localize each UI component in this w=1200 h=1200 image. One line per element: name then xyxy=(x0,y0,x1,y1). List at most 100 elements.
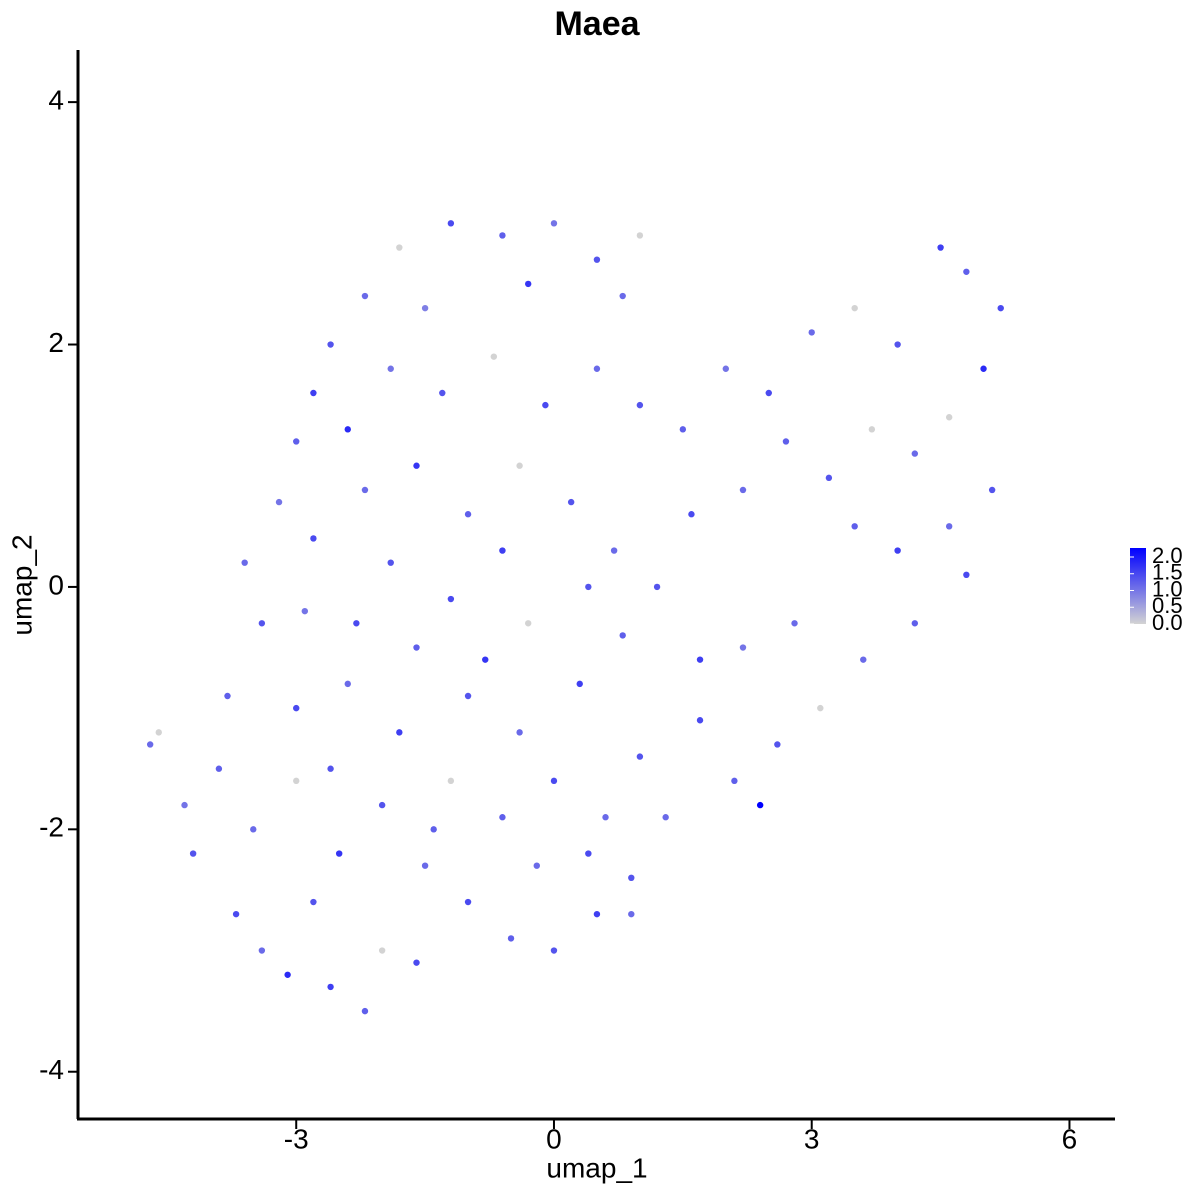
point xyxy=(421,862,429,869)
point xyxy=(945,414,953,421)
point xyxy=(250,826,257,833)
point xyxy=(782,438,790,445)
point xyxy=(722,365,730,372)
point xyxy=(739,486,747,494)
point xyxy=(464,692,472,700)
chart-title: Maea xyxy=(554,5,640,43)
point xyxy=(387,365,394,372)
point xyxy=(241,559,248,566)
point xyxy=(413,644,420,651)
point xyxy=(447,595,455,603)
point xyxy=(825,474,833,482)
point xyxy=(851,304,858,312)
point xyxy=(421,304,429,312)
point xyxy=(490,353,498,360)
point xyxy=(275,498,283,506)
point xyxy=(567,498,575,506)
point xyxy=(413,462,420,469)
point xyxy=(894,547,901,554)
point xyxy=(593,365,601,372)
point xyxy=(937,244,944,251)
point xyxy=(791,620,798,627)
point xyxy=(765,389,772,397)
colorbar-tick-label: 0.5 xyxy=(1152,593,1183,618)
point xyxy=(980,365,987,372)
point xyxy=(464,898,472,906)
point xyxy=(945,523,953,530)
point xyxy=(868,426,876,433)
point xyxy=(550,220,558,227)
point xyxy=(293,777,300,785)
point xyxy=(988,486,996,494)
point xyxy=(464,511,472,518)
point xyxy=(585,583,592,591)
y-tick-label: -2 xyxy=(39,812,64,843)
point xyxy=(602,814,609,821)
point xyxy=(636,753,644,760)
point xyxy=(911,450,919,457)
point xyxy=(310,898,317,906)
point xyxy=(963,571,970,579)
x-tick-label: -3 xyxy=(284,1123,309,1154)
point xyxy=(344,426,351,433)
point xyxy=(911,620,919,627)
point xyxy=(756,801,764,809)
y-tick-label: -4 xyxy=(39,1054,64,1085)
point xyxy=(378,947,386,954)
point xyxy=(258,620,266,627)
point xyxy=(997,304,1004,312)
point xyxy=(310,535,317,542)
point xyxy=(516,729,523,736)
point xyxy=(361,486,369,494)
point xyxy=(396,244,403,251)
point xyxy=(696,717,704,724)
point xyxy=(284,971,291,978)
point xyxy=(576,680,583,688)
point xyxy=(774,741,781,748)
point xyxy=(293,704,300,712)
point xyxy=(636,232,644,239)
point xyxy=(447,777,455,785)
colorbar-tick-label: 2.0 xyxy=(1152,543,1183,568)
point xyxy=(215,765,223,772)
point xyxy=(293,438,300,445)
point xyxy=(310,389,317,397)
y-tick-label: 2 xyxy=(48,327,64,358)
point xyxy=(413,959,420,966)
colorbar xyxy=(1130,548,1146,624)
point xyxy=(636,401,644,409)
point xyxy=(344,680,351,688)
point xyxy=(524,620,532,627)
point xyxy=(155,729,162,736)
y-tick-label: 4 xyxy=(48,85,64,116)
point xyxy=(628,910,635,918)
point xyxy=(482,656,489,663)
point xyxy=(688,511,695,518)
point xyxy=(189,850,197,857)
point xyxy=(335,850,343,857)
point xyxy=(224,692,231,700)
point xyxy=(499,814,506,821)
point xyxy=(542,401,549,409)
point xyxy=(817,704,824,712)
x-tick-label: 6 xyxy=(1062,1123,1078,1154)
point xyxy=(593,910,601,918)
point xyxy=(610,547,618,554)
point xyxy=(619,292,626,300)
point xyxy=(533,862,540,869)
point xyxy=(146,741,154,748)
point xyxy=(396,729,403,736)
point xyxy=(851,523,858,530)
point xyxy=(731,777,738,785)
point xyxy=(739,644,747,651)
colorbar-tick-label: 1.0 xyxy=(1152,576,1183,601)
point xyxy=(662,814,669,821)
point xyxy=(653,583,661,591)
point xyxy=(327,765,334,772)
point xyxy=(439,389,446,397)
point xyxy=(387,559,394,566)
point xyxy=(550,947,558,954)
x-tick-label: 0 xyxy=(546,1123,562,1154)
point xyxy=(327,983,334,991)
